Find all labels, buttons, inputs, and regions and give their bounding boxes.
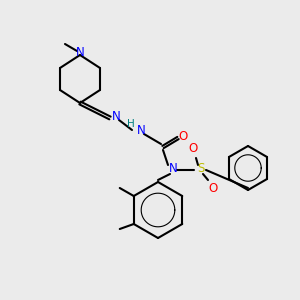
Text: S: S bbox=[197, 163, 205, 176]
Text: H: H bbox=[127, 119, 135, 129]
Text: O: O bbox=[208, 182, 217, 194]
Text: N: N bbox=[136, 124, 146, 137]
Text: O: O bbox=[178, 130, 188, 143]
Text: N: N bbox=[112, 110, 120, 124]
Text: O: O bbox=[188, 142, 198, 155]
Text: N: N bbox=[76, 46, 84, 59]
Text: N: N bbox=[169, 163, 177, 176]
